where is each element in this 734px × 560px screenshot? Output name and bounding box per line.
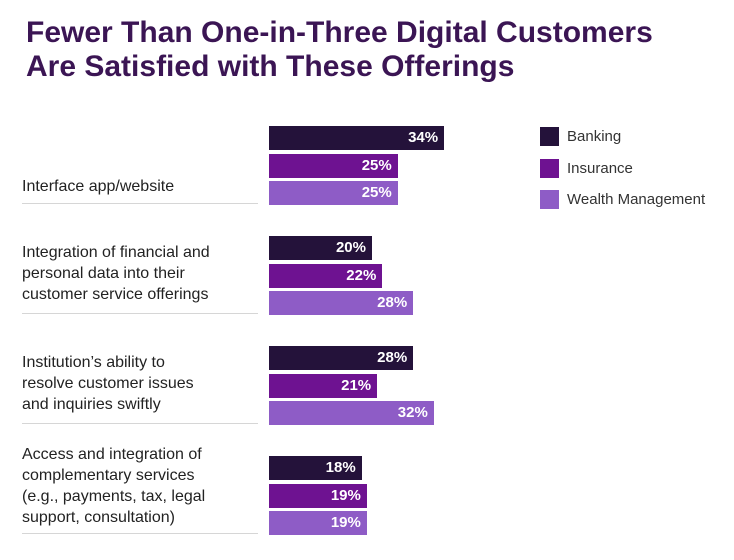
- data-label: 19%: [330, 514, 361, 531]
- legend-label: Wealth Management: [567, 191, 706, 208]
- data-label: 28%: [377, 294, 408, 311]
- legend-label: Insurance: [567, 160, 633, 177]
- category-divider: [22, 313, 258, 314]
- legend-swatch: [540, 159, 559, 178]
- category-label: Interface app/website: [22, 178, 175, 195]
- legend-label: Banking: [567, 128, 622, 145]
- category-divider: [22, 203, 258, 204]
- bar-banking: [269, 236, 372, 260]
- chart-title: Fewer Than One-in-Three Digital Customer…: [26, 16, 726, 84]
- chart-title-line-1: Fewer Than One-in-Three Digital Customer…: [26, 16, 653, 49]
- data-label: 22%: [346, 266, 377, 284]
- data-label: 25%: [361, 184, 392, 201]
- bar-banking: [269, 346, 414, 370]
- bar-banking: [269, 456, 362, 480]
- category-divider: [22, 423, 258, 424]
- data-label: 32%: [397, 404, 428, 421]
- legend-swatch: [540, 127, 559, 146]
- bar-insurance: [269, 483, 367, 508]
- chart-title-line-2: Are Satisfied with These Offerings: [26, 50, 515, 83]
- category-divider: [22, 533, 258, 534]
- category-label: Access and integration of complementary …: [22, 446, 206, 526]
- category-label: Integration of financial and personal da…: [22, 244, 210, 303]
- data-label: 25%: [361, 156, 392, 174]
- bar-insurance: [269, 153, 398, 178]
- bar-insurance: [269, 263, 383, 288]
- data-label: 34%: [408, 129, 439, 146]
- data-label: 20%: [335, 239, 366, 256]
- category-label: Institution’s ability to resolve custome…: [22, 354, 194, 413]
- data-label: 21%: [341, 376, 372, 394]
- bar-insurance: [269, 373, 378, 398]
- bar-wealth-management: [269, 511, 367, 535]
- data-label: 18%: [325, 459, 356, 476]
- data-label: 19%: [330, 486, 361, 504]
- bar-banking: [269, 126, 445, 150]
- legend-swatch: [540, 190, 559, 209]
- bar-wealth-management: [269, 401, 434, 425]
- bar-wealth-management: [269, 181, 398, 205]
- data-label: 28%: [377, 349, 408, 366]
- bar-wealth-management: [269, 291, 414, 315]
